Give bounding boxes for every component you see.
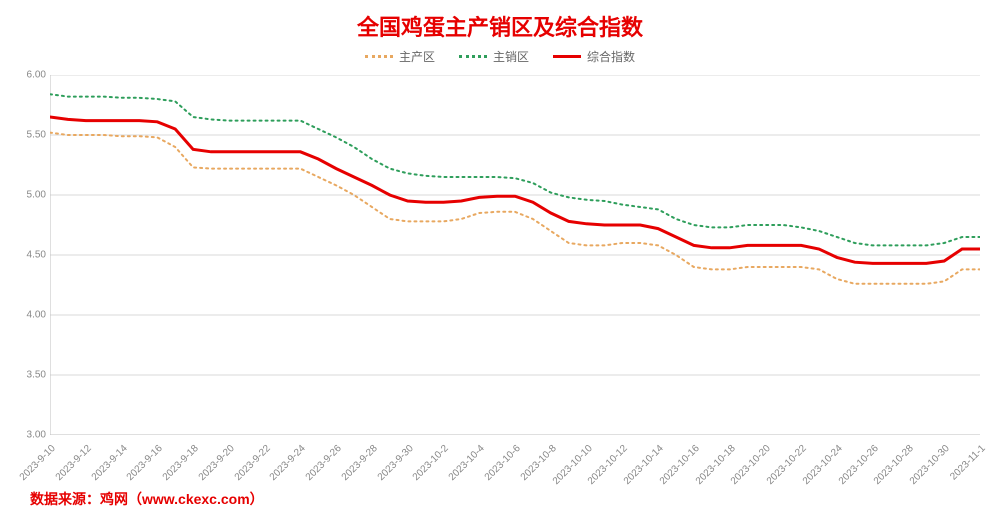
x-tick-label: 2023-9-22	[232, 443, 272, 483]
chart-title: 全国鸡蛋主产销区及综合指数	[0, 10, 1000, 42]
series-producer	[50, 133, 980, 284]
y-tick-label: 5.50	[27, 130, 50, 141]
y-tick-label: 4.00	[27, 310, 50, 321]
x-tick-label: 2023-9-26	[304, 443, 344, 483]
plot-area: 3.003.504.004.505.005.506.00 2023-9-1020…	[50, 75, 980, 435]
legend-item-composite: 综合指数	[553, 48, 635, 65]
plot-svg	[50, 75, 980, 435]
x-tick-label: 2023-11-1	[948, 443, 987, 482]
x-tick-label: 2023-9-24	[268, 443, 308, 483]
x-tick-label: 2023-10-4	[447, 443, 487, 483]
x-tick-label: 2023-10-6	[483, 443, 523, 483]
series-seller	[50, 94, 980, 245]
x-tick-label: 2023-10-2	[411, 443, 451, 483]
chart-container: 全国鸡蛋主产销区及综合指数 主产区 主销区 综合指数 3.003.504.004…	[0, 0, 1000, 515]
legend-label-seller: 主销区	[493, 48, 529, 65]
legend: 主产区 主销区 综合指数	[0, 48, 1000, 65]
x-tick-label: 2023-9-28	[340, 443, 380, 483]
series-composite	[50, 117, 980, 263]
y-tick-label: 3.00	[27, 430, 50, 441]
x-tick-label: 2023-9-14	[89, 443, 129, 483]
x-tick-label: 2023-9-16	[125, 443, 165, 483]
y-tick-label: 5.00	[27, 190, 50, 201]
x-tick-label: 2023-9-12	[54, 443, 94, 483]
legend-swatch-producer	[365, 55, 393, 58]
y-tick-label: 6.00	[27, 70, 50, 81]
legend-label-producer: 主产区	[399, 48, 435, 65]
y-tick-label: 3.50	[27, 370, 50, 381]
x-tick-label: 2023-9-18	[161, 443, 201, 483]
x-tick-label: 2023-9-30	[375, 443, 415, 483]
legend-swatch-composite	[553, 55, 581, 58]
x-tick-label: 2023-9-20	[197, 443, 237, 483]
legend-label-composite: 综合指数	[587, 48, 635, 65]
data-source: 数据来源：鸡网（www.ckexc.com）	[30, 489, 264, 509]
legend-swatch-seller	[459, 55, 487, 58]
legend-item-seller: 主销区	[459, 48, 529, 65]
legend-item-producer: 主产区	[365, 48, 435, 65]
x-tick-label: 2023-9-10	[18, 443, 58, 483]
y-tick-label: 4.50	[27, 250, 50, 261]
